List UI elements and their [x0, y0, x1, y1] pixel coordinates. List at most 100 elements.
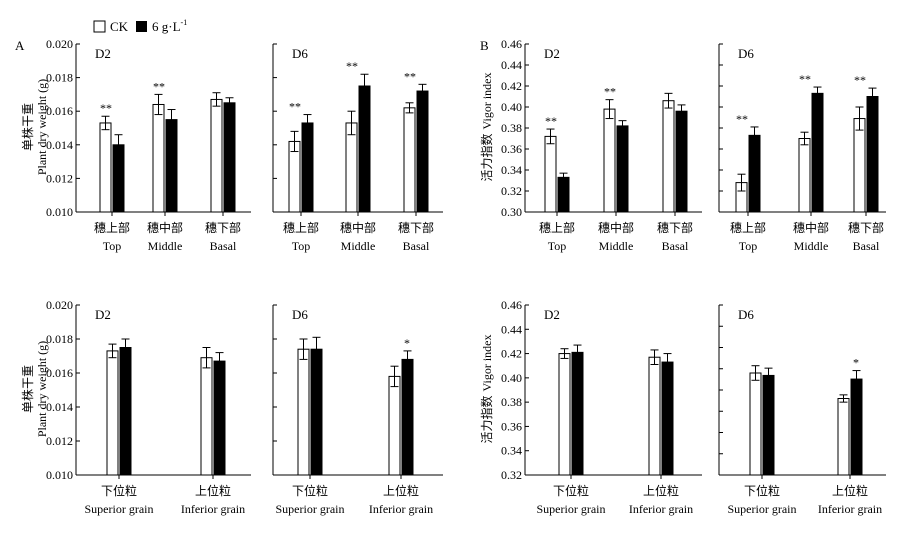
y-tick-label: 0.42 — [501, 347, 522, 361]
panel-title: D6 — [738, 46, 754, 61]
y-tick-label: 0.018 — [46, 332, 73, 346]
y-title-vigor-bottom: 活力指数 Vigor index — [479, 335, 494, 444]
y-title-vigor-bottom-en: Vigor index — [480, 335, 494, 392]
y-tick-label: 0.36 — [501, 142, 522, 156]
legend-treatment-label: 6 g·L-1 — [152, 18, 187, 34]
category-label-cn: 穗下部 — [398, 220, 434, 235]
y-tick-label: 0.016 — [46, 366, 73, 380]
category-label-en: Superior grain — [276, 502, 345, 516]
category-label-cn: 穗中部 — [147, 220, 183, 235]
category-label-en: Superior grain — [728, 502, 797, 516]
bar-treatment — [850, 378, 863, 476]
significance-marker: ** — [289, 100, 301, 114]
bar-treatment — [866, 96, 879, 213]
bar-ck — [558, 353, 571, 476]
bar-treatment — [748, 134, 761, 213]
category-label-en: Middle — [148, 239, 183, 253]
significance-marker: ** — [100, 101, 112, 115]
category-label-cn: 穗下部 — [657, 220, 693, 235]
category-label-en: Superior grain — [537, 502, 606, 516]
bar-ck — [403, 107, 416, 213]
y-tick-label: 0.40 — [501, 371, 522, 385]
bar-treatment — [675, 110, 688, 213]
panel-weight-d2-grain: 0.010 0.012 0.014 0.016 0.018 0.020 D2 下位粒 Super… — [46, 298, 251, 516]
category-label-en: Top — [292, 239, 311, 253]
bar-ck — [662, 100, 675, 213]
y-title-weight-bottom: 单株干重 Plant dry weight (g) — [20, 341, 49, 437]
category-label-cn: 穗中部 — [340, 220, 376, 235]
y-tick-label: 0.014 — [46, 138, 73, 152]
bar-treatment — [310, 348, 323, 476]
legend-ck-swatch — [93, 20, 106, 33]
bar-treatment — [213, 360, 226, 476]
y-tick-label: 0.36 — [501, 419, 522, 433]
legend: CK 6 g·L-1 — [93, 18, 187, 34]
y-tick-label: 0.34 — [501, 444, 522, 458]
panel-title: D2 — [95, 307, 111, 322]
y-title-weight-top: 单株干重 Plant dry weight (g) — [20, 79, 49, 175]
category-label-cn: 穗下部 — [848, 220, 884, 235]
y-title-vigor-bottom-cn: 活力指数 — [479, 395, 494, 443]
significance-marker: ** — [736, 112, 748, 126]
category-label-en: Inferior grain — [181, 502, 245, 516]
category-label-cn: 上位粒 — [643, 483, 679, 498]
panel-title: D2 — [544, 46, 560, 61]
y-tick-label: 0.018 — [46, 71, 73, 85]
bar-ck — [798, 138, 811, 213]
y-tick-label: 0.016 — [46, 104, 73, 118]
category-label-en: Middle — [794, 239, 829, 253]
bar-treatment — [301, 122, 314, 213]
bar-treatment — [358, 85, 371, 213]
bar-treatment — [762, 374, 775, 476]
category-label-en: Top — [739, 239, 758, 253]
y-title-vigor-top-text: 活力指数 Vigor index — [479, 73, 494, 182]
panel-title: D6 — [292, 307, 308, 322]
bar-ck — [297, 348, 310, 476]
bar-ck — [210, 98, 223, 213]
y-title-weight-bottom-en: Plant dry weight (g) — [35, 341, 49, 437]
category-label-cn: 下位粒 — [292, 483, 328, 498]
category-label-en: Basal — [403, 239, 430, 253]
legend-ck-label: CK — [110, 19, 129, 34]
category-label-cn: 上位粒 — [383, 483, 419, 498]
bar-ck — [388, 375, 401, 476]
bar-ck — [648, 356, 661, 476]
bar-ck — [853, 118, 866, 213]
y-tick-label: 0.40 — [501, 100, 522, 114]
bar-ck — [603, 108, 616, 213]
bar-treatment — [119, 347, 132, 476]
significance-marker: ** — [346, 59, 358, 73]
significance-marker: ** — [799, 72, 811, 86]
category-label-cn: 下位粒 — [101, 483, 137, 498]
panel-letter-a: A — [15, 38, 25, 53]
y-tick-label: 0.32 — [501, 468, 522, 482]
y-title-vigor-top-en: Vigor index — [480, 73, 494, 130]
category-label-en: Basal — [853, 239, 880, 253]
y-title-weight-top-cn: 单株干重 — [20, 103, 35, 151]
panel-title: D2 — [95, 46, 111, 61]
significance-marker: * — [404, 336, 410, 350]
category-label-en: Superior grain — [85, 502, 154, 516]
bar-ck — [200, 357, 213, 476]
y-tick-label: 0.42 — [501, 79, 522, 93]
category-label-cn: 上位粒 — [195, 483, 231, 498]
y-tick-label: 0.44 — [501, 58, 522, 72]
y-tick-label: 0.44 — [501, 322, 522, 336]
category-label-cn: 下位粒 — [744, 483, 780, 498]
y-title-weight-bottom-cn: 单株干重 — [20, 365, 35, 413]
category-label-en: Inferior grain — [629, 502, 693, 516]
bar-treatment — [401, 358, 414, 476]
category-label-cn: 上位粒 — [832, 483, 868, 498]
category-label-cn: 穗上部 — [94, 220, 130, 235]
y-tick-label: 0.32 — [501, 184, 522, 198]
y-tick-label: 0.020 — [46, 298, 73, 312]
category-label-cn: 穗上部 — [730, 220, 766, 235]
y-tick-label: 0.012 — [46, 171, 73, 185]
category-label-cn: 穗上部 — [539, 220, 575, 235]
y-tick-label: 0.012 — [46, 434, 73, 448]
panel-letter-b: B — [480, 38, 489, 53]
significance-marker: ** — [604, 85, 616, 99]
panel-vigor-d6-grain: D6 下位粒 Superior grain * 上位粒 Inferior grain — [718, 304, 886, 516]
bar-treatment — [616, 125, 629, 213]
bar-treatment — [165, 119, 178, 213]
